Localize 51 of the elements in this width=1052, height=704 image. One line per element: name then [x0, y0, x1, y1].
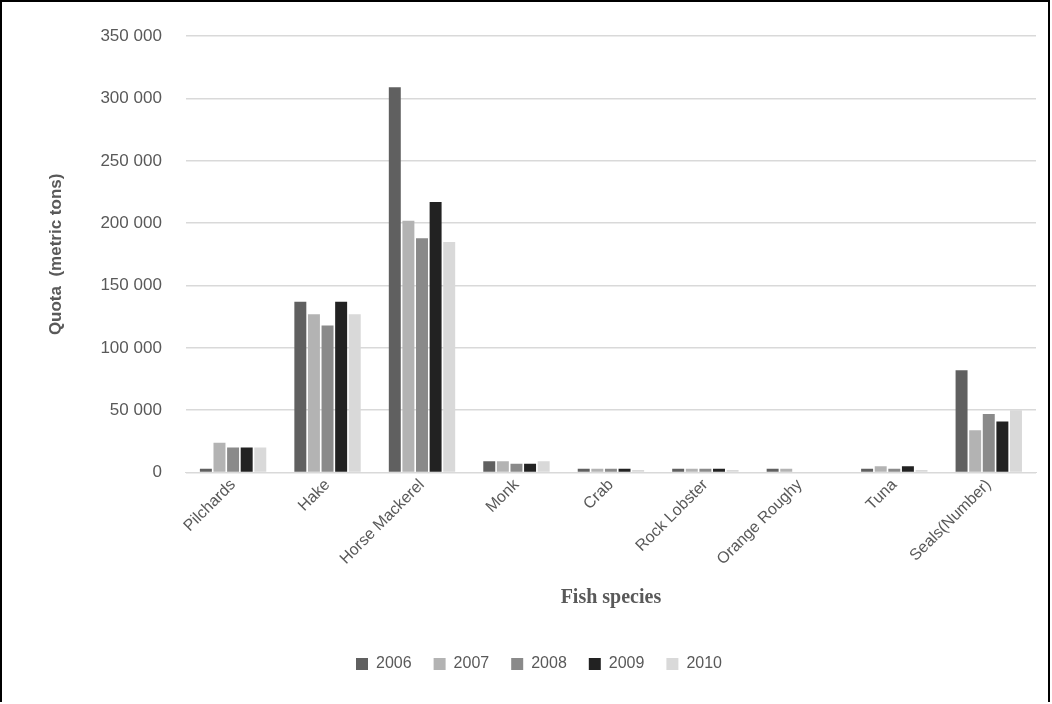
bar: [388, 87, 401, 472]
bar: [429, 202, 442, 472]
legend-label: 2010: [686, 654, 723, 672]
y-axis-title: Quota (metric tons): [45, 173, 65, 336]
legend-label: 2007: [453, 654, 490, 672]
bar: [510, 463, 523, 472]
y-tick-label: 350 000: [100, 25, 162, 45]
y-tick-label: 250 000: [100, 150, 162, 170]
bar: [294, 301, 307, 472]
y-tick-label: 0: [152, 462, 162, 482]
legend-label: 2006: [376, 654, 412, 672]
bar: [766, 468, 779, 472]
bar: [996, 421, 1009, 472]
bar: [213, 442, 226, 472]
bar: [524, 463, 537, 472]
bar: [618, 468, 631, 472]
bar: [901, 466, 914, 472]
bar: [483, 461, 496, 472]
bar: [416, 238, 428, 472]
bar: [699, 468, 712, 472]
bar: [888, 468, 901, 472]
y-tick-label: 50 000: [109, 399, 162, 419]
bar: [861, 468, 874, 472]
y-tick-label: 150 000: [100, 275, 162, 295]
bar: [685, 468, 698, 472]
bar: [874, 466, 887, 472]
bar: [577, 468, 590, 472]
bar: [969, 430, 982, 472]
bar: [955, 370, 968, 472]
bar: [604, 468, 617, 472]
bar: [780, 468, 793, 472]
bar: [199, 468, 212, 472]
legend-label: 2008: [531, 654, 567, 672]
bar: [713, 468, 725, 472]
bar: [240, 447, 253, 472]
y-tick-label: 200 000: [100, 212, 162, 232]
bar: [672, 468, 685, 472]
bar: [496, 461, 509, 472]
x-tick-label: Crab: [579, 475, 617, 513]
y-tick-label: 100 000: [100, 337, 162, 357]
y-tick-label: 300 000: [100, 88, 162, 108]
bar: [307, 314, 320, 472]
bar: [982, 413, 995, 472]
legend-label: 2009: [608, 654, 645, 672]
bar: [227, 447, 240, 472]
bar: [321, 325, 334, 472]
x-tick-label: Tuna: [862, 475, 900, 513]
bar: [335, 301, 348, 472]
bar: [402, 220, 415, 472]
bar: [591, 468, 604, 472]
x-axis-title: Fish species: [560, 585, 662, 609]
